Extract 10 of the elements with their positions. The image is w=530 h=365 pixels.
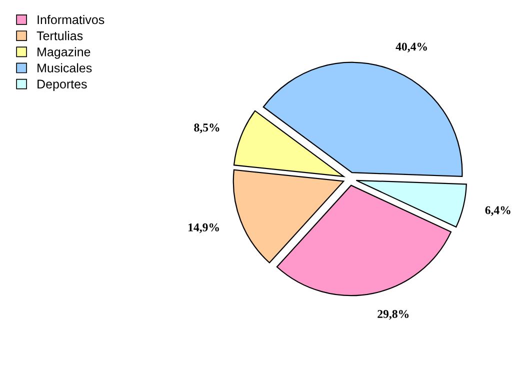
legend-label: Deportes: [38, 80, 87, 91]
data-label: 29,8%: [378, 310, 409, 320]
legend-label: Tertulias: [36, 31, 83, 40]
data-label: 8,5%: [194, 124, 220, 134]
data-label: 6,4%: [485, 206, 510, 216]
data-label: 14,9%: [188, 223, 219, 234]
data-label: 40,4%: [396, 42, 427, 52]
legend-label: Informativos: [38, 14, 104, 24]
legend-label: Magazine: [38, 47, 90, 59]
legend-label: Musicales: [38, 63, 92, 72]
